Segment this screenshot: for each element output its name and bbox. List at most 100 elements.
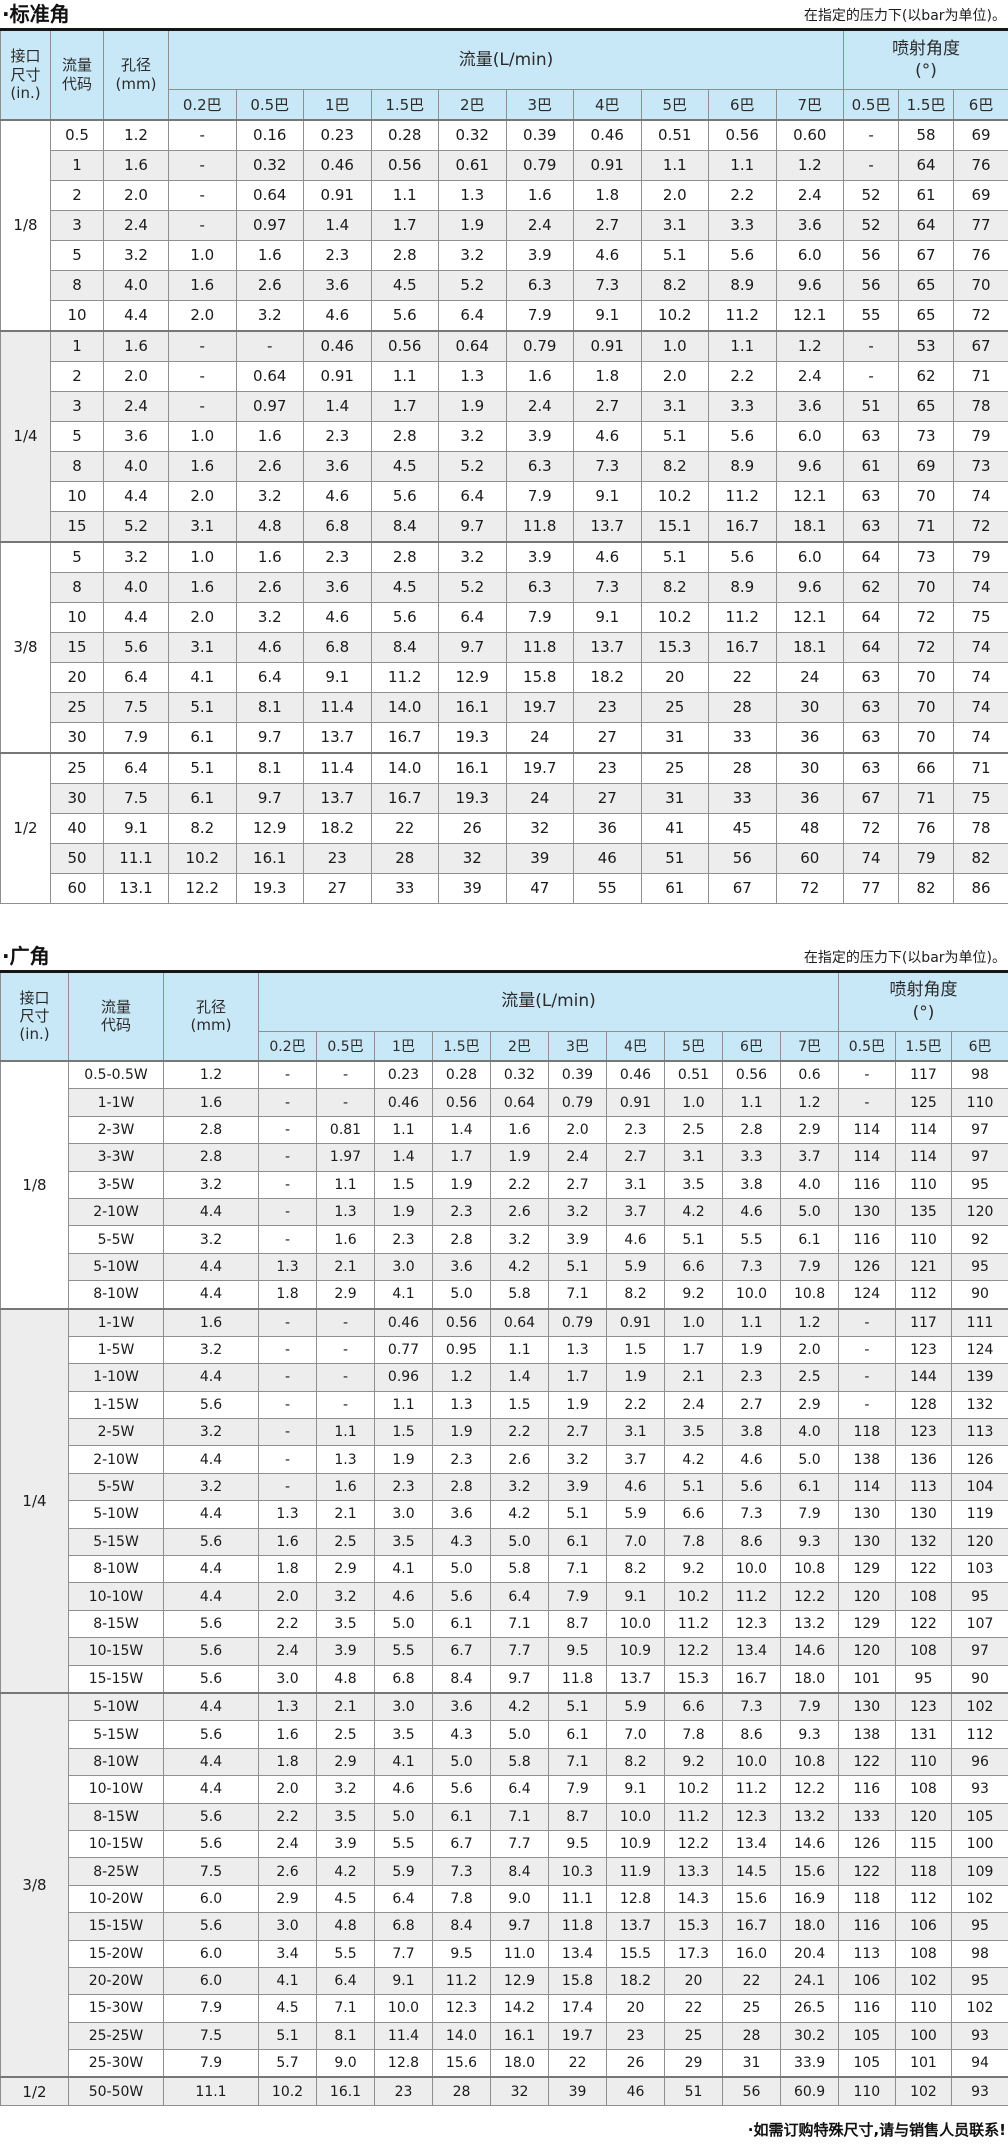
orifice-cell: 7.9	[164, 1995, 259, 2022]
flow-cell: 0.39	[549, 1061, 607, 1089]
orifice-cell: 2.4	[104, 210, 169, 240]
flow-cell: 8.2	[641, 270, 709, 300]
flow-code-cell: 30	[51, 722, 104, 753]
flow-cell: 3.2	[439, 542, 507, 573]
flow-cell: 1.5	[375, 1171, 433, 1198]
header-angle-group: 喷射角度 (°)	[844, 30, 1008, 90]
pipe-size-cell: 1/4	[1, 1309, 69, 1693]
orifice-cell: 2.4	[104, 391, 169, 421]
pressure-label: 0.2巴	[259, 1031, 317, 1061]
flow-cell: 10.0	[723, 1556, 781, 1583]
flow-cell: 0.32	[439, 120, 507, 151]
flow-cell: 2.2	[259, 1803, 317, 1830]
flow-cell: -	[317, 1336, 375, 1363]
flow-cell: 5.1	[549, 1693, 607, 1721]
flow-cell: 19.3	[439, 722, 507, 753]
flow-cell: 1.6	[491, 1116, 549, 1143]
flow-cell: 5.1	[549, 1501, 607, 1528]
angle-cell: 106	[839, 1967, 896, 1994]
flow-code-cell: 10	[51, 300, 104, 331]
flow-cell: 11.2	[723, 1583, 781, 1610]
flow-code-cell: 25	[51, 692, 104, 722]
angle-cell: 52	[844, 180, 899, 210]
flow-cell: 8.1	[236, 692, 304, 722]
flow-cell: 9.0	[317, 2050, 375, 2078]
flow-cell: 10.0	[607, 1803, 665, 1830]
flow-code-cell: 30	[51, 783, 104, 813]
flow-cell: 25	[641, 753, 709, 784]
angle-cell: 102	[952, 1693, 1008, 1721]
angle-cell: 65	[899, 300, 954, 331]
flow-cell: 3.2	[439, 240, 507, 270]
angle-cell: 117	[895, 1061, 952, 1089]
flow-code-cell: 0.5-0.5W	[69, 1061, 164, 1089]
angle-cell: 63	[844, 692, 899, 722]
angle-cell: 95	[952, 1913, 1008, 1940]
orifice-cell: 5.2	[104, 511, 169, 542]
flow-code-cell: 1-1W	[69, 1089, 164, 1116]
flow-cell: 0.23	[304, 120, 372, 151]
orifice-cell: 3.2	[104, 542, 169, 573]
angle-cell: 104	[952, 1473, 1008, 1500]
flow-cell: 4.2	[491, 1501, 549, 1528]
flow-cell: 0.79	[549, 1089, 607, 1116]
angle-cell: 74	[954, 572, 1008, 602]
flow-cell: 9.1	[607, 1583, 665, 1610]
flow-cell: 10.9	[607, 1830, 665, 1857]
flow-code-cell: 2-5W	[69, 1419, 164, 1446]
flow-cell: 18.0	[491, 2050, 549, 2078]
flow-cell: 2.9	[259, 1885, 317, 1912]
flow-cell: 23	[375, 2077, 433, 2105]
flow-cell: 28	[723, 2022, 781, 2049]
angle-cell: 114	[895, 1116, 952, 1143]
flow-cell: 5.0	[433, 1556, 491, 1583]
angle-cell: 98	[952, 1940, 1008, 1967]
flow-code-cell: 5-15W	[69, 1721, 164, 1748]
flow-cell: 1.7	[371, 210, 439, 240]
flow-cell: 4.6	[607, 1226, 665, 1253]
angle-cell: 130	[839, 1528, 896, 1555]
flow-cell: 9.6	[776, 451, 844, 481]
flow-cell: 0.32	[491, 1061, 549, 1089]
angle-cell: 73	[899, 421, 954, 451]
flow-cell: 6.1	[549, 1528, 607, 1555]
flow-cell: 4.6	[304, 300, 372, 331]
flow-cell: 1.0	[641, 331, 709, 362]
flow-cell: 5.0	[781, 1198, 839, 1225]
flow-cell: 4.6	[723, 1198, 781, 1225]
angle-cell: 129	[839, 1556, 896, 1583]
flow-cell: 15.5	[607, 1940, 665, 1967]
flow-cell: 3.2	[236, 481, 304, 511]
flow-cell: 33	[709, 783, 777, 813]
angle-cell: 120	[839, 1638, 896, 1665]
angle-cell: 75	[954, 602, 1008, 632]
flow-cell: 11.8	[549, 1665, 607, 1693]
angle-cell: 122	[895, 1556, 952, 1583]
flow-code-cell: 5-5W	[69, 1473, 164, 1500]
angle-cell: 135	[895, 1198, 952, 1225]
flow-cell: 8.1	[317, 2022, 375, 2049]
flow-cell: 11.2	[709, 481, 777, 511]
flow-cell: 7.1	[549, 1556, 607, 1583]
flow-cell: 7.8	[665, 1721, 723, 1748]
flow-cell: 5.7	[259, 2050, 317, 2078]
flow-code-cell: 3	[51, 391, 104, 421]
flow-cell: 1.1	[317, 1171, 375, 1198]
flow-cell: 12.2	[665, 1830, 723, 1857]
angle-cell: 110	[839, 2077, 896, 2105]
flow-cell: 1.4	[304, 210, 372, 240]
flow-cell: -	[259, 1336, 317, 1363]
pressure-note: 在指定的压力下(以bar为单位)。	[804, 950, 1006, 967]
flow-cell: 1.1	[375, 1116, 433, 1143]
flow-cell: 56	[709, 843, 777, 873]
flow-cell: 1.1	[709, 150, 777, 180]
angle-cell: 74	[954, 722, 1008, 753]
angle-cell: 95	[895, 1665, 952, 1693]
